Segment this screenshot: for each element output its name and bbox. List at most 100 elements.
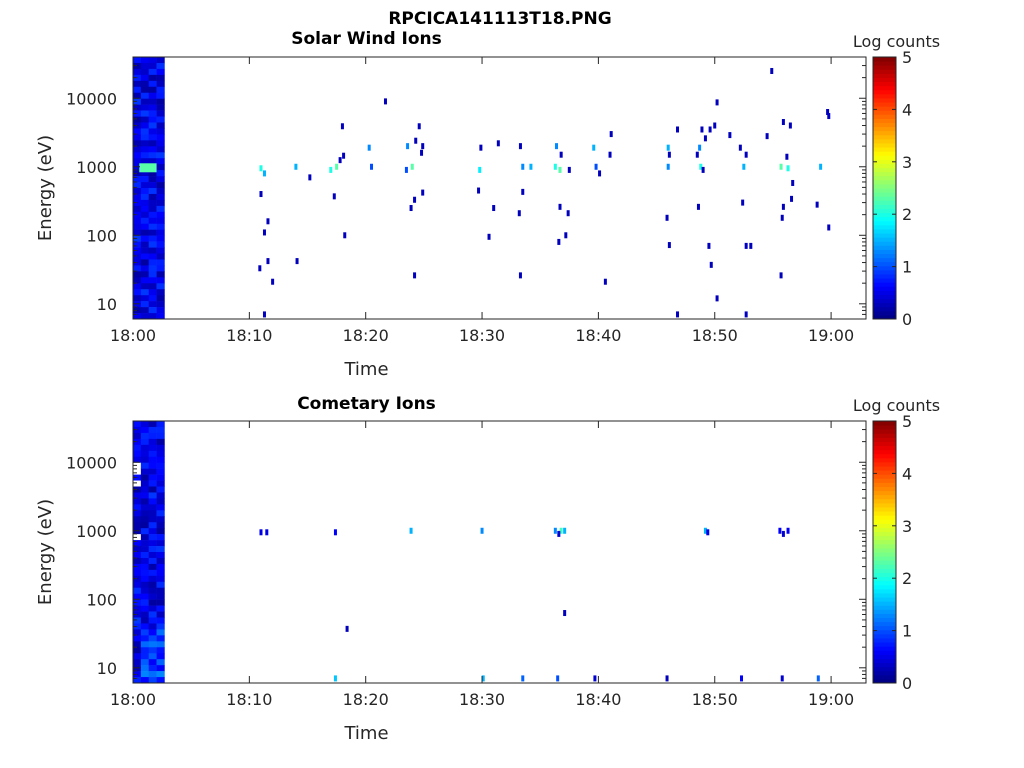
data-point xyxy=(481,675,485,682)
colorbar-segment xyxy=(873,257,896,263)
colorbar-segment xyxy=(873,61,896,66)
data-point xyxy=(738,144,742,151)
block-cell xyxy=(156,593,165,600)
block-cell xyxy=(133,247,142,254)
block-cell xyxy=(133,534,142,541)
block-cell xyxy=(133,277,142,284)
block-cell xyxy=(140,170,150,177)
block-cell xyxy=(140,426,150,434)
colorbar-segment xyxy=(873,437,896,442)
block-cell xyxy=(133,253,142,260)
colorbar-segment xyxy=(873,580,896,586)
block-cell xyxy=(156,540,165,547)
axes-frame xyxy=(132,56,867,320)
data-point xyxy=(259,165,263,172)
block-cell xyxy=(156,176,165,183)
axes-frame xyxy=(132,420,867,684)
data-point xyxy=(700,126,704,133)
data-point xyxy=(295,258,299,265)
block-cell xyxy=(148,295,157,302)
colorbar-segment xyxy=(873,552,896,557)
block-cell xyxy=(148,421,157,428)
block-cell xyxy=(148,307,157,314)
data-point xyxy=(333,675,337,682)
block-cell xyxy=(148,241,157,248)
block-cell xyxy=(133,462,142,469)
data-point xyxy=(521,188,525,195)
data-point xyxy=(262,229,266,236)
data-point xyxy=(413,272,417,279)
block-cell xyxy=(156,629,165,636)
block-cell xyxy=(133,438,142,446)
block-cell xyxy=(140,534,150,541)
block-bright-cell xyxy=(139,163,157,173)
x-axis-label: Time xyxy=(343,723,388,744)
data-point xyxy=(421,143,425,150)
colorbar-segment xyxy=(873,179,896,185)
colorbar-segment xyxy=(873,294,896,300)
block-cell xyxy=(156,241,165,248)
cometary-ions-panel: 18:00 18:10 18:20 18:30 18:40 18:50 19:0010100… xyxy=(35,394,940,744)
block-cell xyxy=(140,205,150,213)
block-cell xyxy=(133,653,142,660)
block-cell xyxy=(156,74,165,82)
block-cell xyxy=(148,188,157,195)
block-cell xyxy=(133,74,142,82)
block-cell xyxy=(156,546,165,553)
colorbar-segment xyxy=(873,523,896,528)
block-cell xyxy=(140,677,150,684)
data-point xyxy=(781,530,785,537)
block-cell xyxy=(140,57,150,64)
block-cell xyxy=(156,557,165,565)
block-cell xyxy=(156,199,165,207)
data-point xyxy=(559,527,563,534)
block-cell xyxy=(156,653,165,660)
block-cell xyxy=(140,635,150,642)
block-cell xyxy=(148,199,157,207)
colorbar-segment xyxy=(873,204,896,209)
block-cell xyxy=(133,432,142,440)
colorbar-segment xyxy=(873,216,896,222)
block-cell xyxy=(140,528,150,535)
colorbar-segment xyxy=(873,625,896,631)
data-point xyxy=(728,132,732,139)
block-cell xyxy=(133,474,142,481)
block-cell xyxy=(148,283,157,290)
colorbar-segment xyxy=(873,138,896,144)
block-cell xyxy=(148,528,157,535)
block-cell xyxy=(156,677,165,684)
block-cell xyxy=(148,629,157,636)
block-cell xyxy=(156,62,165,70)
block-cell xyxy=(133,450,142,458)
block-cell xyxy=(133,164,142,171)
block-cell xyxy=(148,456,157,463)
data-point xyxy=(417,123,421,130)
block-cell xyxy=(156,80,165,88)
colorbar-segment xyxy=(873,212,896,218)
block-cell xyxy=(133,569,142,577)
colorbar-segment xyxy=(873,314,896,320)
block-cell xyxy=(140,444,150,452)
block-cell xyxy=(140,92,150,99)
block-cell xyxy=(140,217,150,225)
block-cell xyxy=(133,546,142,553)
block-cell xyxy=(148,253,157,260)
block-cell xyxy=(140,271,150,278)
block-cell xyxy=(140,450,150,458)
block-cell xyxy=(140,247,150,254)
block-cell xyxy=(133,516,142,523)
block-cell xyxy=(156,569,165,577)
colorbar-segment xyxy=(873,678,896,684)
block-cell xyxy=(148,522,157,529)
x-tick-label: 19:00 xyxy=(808,690,854,709)
data-point xyxy=(479,144,483,151)
panel-title: Cometary Ions xyxy=(297,394,436,414)
block-cell xyxy=(140,158,150,165)
block-cell xyxy=(140,462,150,469)
data-point xyxy=(496,140,500,147)
block-cell xyxy=(133,581,142,589)
block-cell xyxy=(140,241,150,248)
block-cell xyxy=(140,605,150,612)
data-point xyxy=(819,163,823,170)
